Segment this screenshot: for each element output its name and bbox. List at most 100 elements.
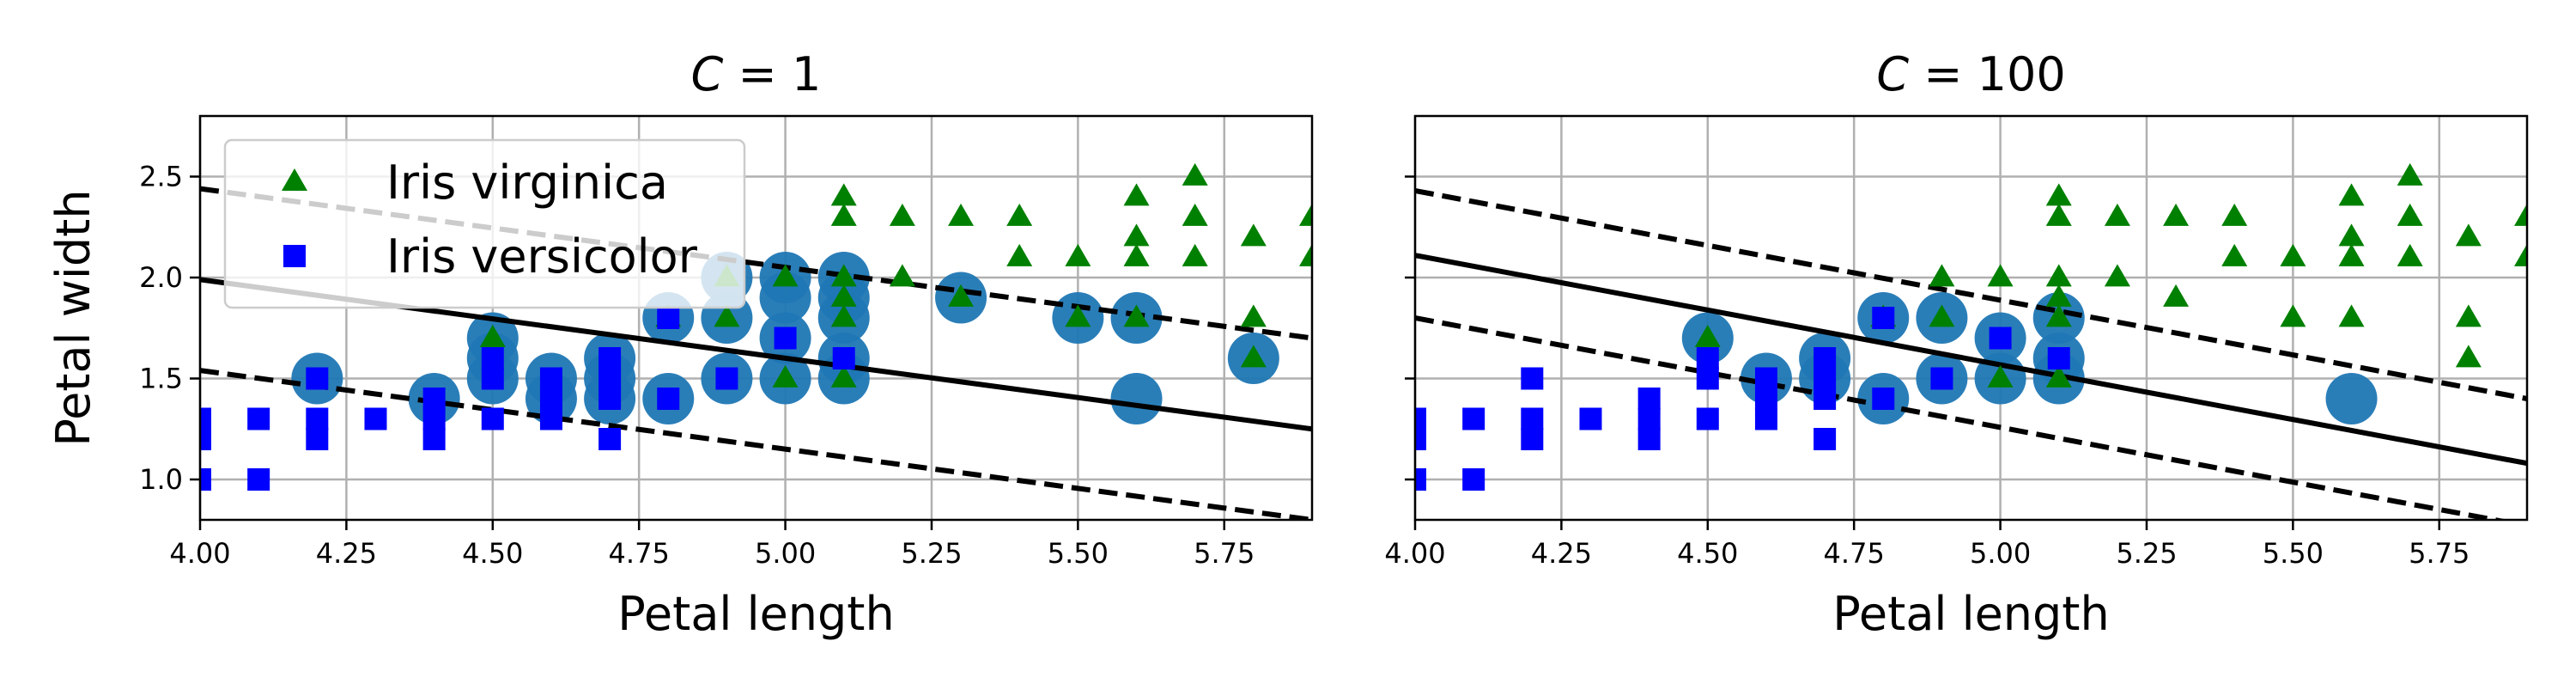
versicolor-point [657, 388, 680, 410]
versicolor-point [1872, 388, 1895, 410]
versicolor-point [1415, 407, 1426, 430]
x-tick-label: 5.75 [1194, 537, 1255, 570]
versicolor-point [1754, 388, 1777, 410]
versicolor-point [657, 307, 680, 329]
x-tick-label: 4.75 [1824, 537, 1885, 570]
versicolor-point [1637, 388, 1661, 410]
x-tick-label: 4.25 [316, 537, 377, 570]
virginica-point [1929, 304, 1955, 327]
x-tick-label: 4.50 [462, 537, 523, 570]
virginica-point [2514, 203, 2527, 226]
virginica-point [2455, 223, 2482, 247]
versicolor-point [539, 388, 562, 410]
virginica-point [948, 284, 975, 307]
legend-label: Iris versicolor [386, 229, 698, 284]
virginica-point [772, 364, 799, 388]
x-tick-label: 5.50 [2263, 537, 2324, 570]
virginica-point [2338, 243, 2365, 266]
versicolor-point [306, 367, 329, 390]
versicolor-point [1579, 407, 1602, 430]
versicolor-point [1754, 407, 1777, 430]
virginica-point [2338, 183, 2365, 206]
plot-area [1415, 162, 2527, 520]
virginica-point [830, 183, 857, 206]
virginica-point [1123, 183, 1150, 206]
versicolor-point [1415, 428, 1426, 450]
virginica-point [1929, 264, 1955, 287]
margin-upper-line [1415, 188, 2527, 401]
versicolor-point [832, 347, 855, 369]
virginica-point [1299, 243, 1312, 266]
versicolor-point [598, 388, 622, 410]
virginica-point [2338, 223, 2365, 247]
virginica-point [1123, 243, 1150, 266]
support-vector-marker [1110, 373, 1163, 424]
versicolor-point [1872, 307, 1895, 329]
versicolor-point [422, 428, 446, 450]
margin-lower-line [200, 368, 1312, 520]
x-tick-label: 5.00 [755, 537, 816, 570]
virginica-point [1182, 243, 1208, 266]
versicolor-point [1814, 388, 1837, 410]
virginica-point [2104, 203, 2130, 226]
virginica-point [2045, 304, 2072, 327]
x-tick-label: 4.00 [1384, 537, 1445, 570]
virginica-point [1299, 203, 1312, 226]
versicolor-point [247, 407, 270, 430]
virginica-point [1240, 345, 1267, 368]
virginica-point [1182, 203, 1208, 226]
versicolor-point [2047, 347, 2070, 369]
virginica-point [2280, 304, 2306, 327]
versicolor-point [1696, 347, 1719, 369]
virginica-point [1987, 264, 2014, 287]
versicolor-point [1814, 347, 1837, 369]
versicolor-point [481, 407, 504, 430]
virginica-point [2163, 284, 2190, 307]
versicolor-point [1754, 367, 1777, 390]
versicolor-point [1462, 407, 1485, 430]
virginica-point [2514, 243, 2527, 266]
virginica-point [1123, 223, 1150, 247]
legend-triangle-icon [282, 168, 307, 191]
versicolor-point [1521, 407, 1544, 430]
margin-lower-line [1415, 315, 2509, 520]
virginica-point [948, 203, 975, 226]
virginica-point [2455, 304, 2482, 327]
virginica-point [830, 203, 857, 226]
x-tick-label: 5.00 [1970, 537, 2031, 570]
virginica-point [1123, 304, 1150, 327]
virginica-point [830, 284, 857, 307]
versicolor-point [481, 347, 504, 369]
virginica-point [1065, 304, 1091, 327]
virginica-point [2280, 243, 2306, 266]
versicolor-point [715, 367, 738, 390]
chart-panel-c1: 4.00 4.25 4.50 4.75 5.00 5.25 5.50 5.75 1.0 1.5 2.… [46, 47, 1314, 641]
versicolor-point [1989, 327, 2012, 350]
chart-panel-c100: 4.00 4.25 4.50 4.75 5.00 5.25 5.50 5.75 C = 100 P… [1384, 47, 2529, 641]
virginica-point [2045, 183, 2072, 206]
virginica-point [2455, 345, 2482, 368]
virginica-point [1694, 324, 1721, 347]
legend-label: Iris virginica [386, 156, 668, 210]
x-axis-label: Petal length [617, 587, 894, 641]
versicolor-point [1521, 428, 1544, 450]
versicolor-point [1814, 428, 1837, 450]
versicolor-point [247, 468, 270, 491]
y-axis-label: Petal width [46, 189, 100, 446]
virginica-point [2397, 162, 2423, 186]
versicolor-point [1462, 468, 1485, 491]
axes-frame [1413, 114, 2529, 522]
versicolor-point [1637, 407, 1661, 430]
virginica-point [830, 304, 857, 327]
legend-box [223, 138, 746, 309]
x-tick-label: 5.25 [901, 537, 962, 570]
versicolor-point [1696, 407, 1719, 430]
virginica-point [2045, 284, 2072, 307]
virginica-point [1240, 304, 1267, 327]
versicolor-point [422, 407, 446, 430]
versicolor-point [364, 407, 387, 430]
virginica-point [2397, 243, 2423, 266]
versicolor-point [1637, 428, 1661, 450]
versicolor-point [1814, 367, 1837, 390]
